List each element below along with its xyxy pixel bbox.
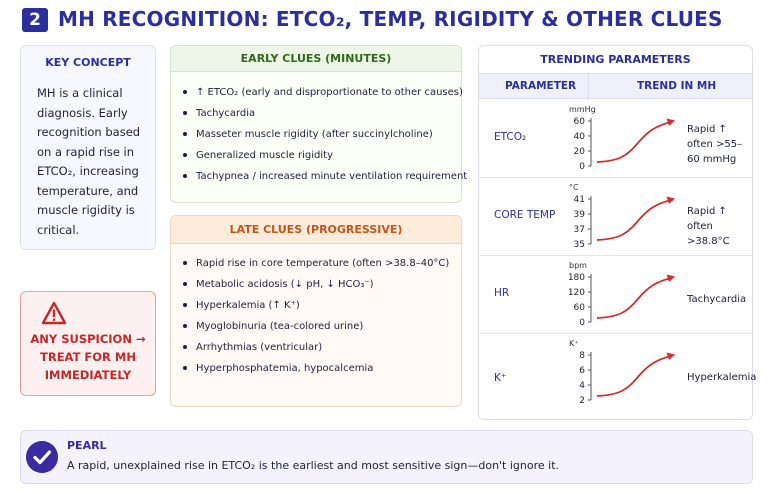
- trend-unit-label: K⁺: [569, 339, 578, 348]
- pearl-card: PEARL A rapid, unexplained rise in ETCO₂…: [20, 430, 753, 484]
- list-item: Metabolic acidosis (↓ pH, ↓ HCO₃⁻): [183, 274, 449, 295]
- pearl-title: PEARL: [67, 439, 107, 452]
- late-clues-card: LATE CLUES (PROGRESSIVE) Rapid rise in c…: [170, 215, 462, 407]
- column-header-trend: TREND IN MH: [637, 80, 717, 92]
- page-title: MH RECOGNITION: ETCO₂, TEMP, RIGIDITY & …: [58, 7, 723, 31]
- trend-unit-label: mmHg: [569, 105, 596, 114]
- trend-arrowhead: [666, 196, 675, 204]
- list-item: Hyperkalemia (↑ K⁺): [183, 295, 449, 316]
- trend-tick-label: 2: [579, 396, 585, 406]
- column-header-parameter: PARAMETER: [505, 80, 577, 92]
- trend-tick-label: 0: [579, 318, 585, 328]
- late-clues-list: Rapid rise in core temperature (often >3…: [183, 253, 449, 379]
- trend-tick-label: 4: [579, 381, 585, 391]
- trend-tick-label: 6: [579, 366, 585, 376]
- trend-tick-label: 40: [574, 132, 586, 142]
- trend-sparkline: °C 41 39 37 35: [569, 183, 675, 250]
- trend-row: HR bpm 180 120 60 0 Tachycardia: [479, 256, 752, 334]
- trend-arrowhead: [666, 118, 675, 126]
- trend-param-label: CORE TEMP: [494, 209, 556, 221]
- early-clues-card: EARLY CLUES (MINUTES) ↑ ETCO₂ (early and…: [170, 45, 467, 203]
- list-item: Masseter muscle rigidity (after succinyl…: [183, 124, 467, 145]
- trend-tick-label: 37: [574, 225, 585, 235]
- trend-row: CORE TEMP °C 41 39 37 35 Rapid ↑ often >38.8°C: [479, 178, 752, 256]
- trend-curve: [596, 121, 672, 163]
- check-circle-icon: [26, 441, 58, 473]
- trending-title: TRENDING PARAMETERS: [540, 53, 691, 66]
- trend-tick-label: 120: [568, 288, 585, 298]
- list-item: ↑ ETCO₂ (early and disproportionate to o…: [183, 82, 467, 103]
- trend-curve: [596, 199, 672, 241]
- key-concept-card: KEY CONCEPT MH is a clinical diagnosis. …: [20, 45, 156, 250]
- trend-tick-label: 180: [568, 273, 585, 283]
- pearl-text: A rapid, unexplained rise in ETCO₂ is th…: [67, 459, 560, 472]
- list-item: Generalized muscle rigidity: [183, 145, 467, 166]
- early-clues-title: EARLY CLUES (MINUTES): [171, 46, 461, 72]
- section-number-badge: 2: [22, 8, 48, 32]
- trend-tick-label: 8: [579, 351, 585, 361]
- trend-description: Hyperkalemia: [687, 372, 757, 383]
- trend-arrowhead: [666, 274, 675, 282]
- trend-unit-label: °C: [569, 183, 579, 192]
- trend-tick-label: 60: [574, 117, 586, 127]
- trend-tick-label: 0: [579, 162, 585, 172]
- trend-tick-label: 39: [574, 210, 586, 220]
- warning-triangle-icon: [41, 301, 67, 325]
- trend-sparkline: K⁺8 6 4 2: [569, 339, 675, 406]
- trend-description: Tachycardia: [687, 294, 747, 305]
- trend-curve: [596, 277, 672, 319]
- trend-row: ETCO₂ mmHg 60 40 20 0 Rapid ↑ often >55–60 mmH…: [479, 100, 752, 178]
- trend-sparkline: bpm 180 120 60 0: [568, 261, 675, 328]
- trending-header-row: PARAMETER TREND IN MH: [479, 73, 752, 100]
- alert-card: ANY SUSPICION → TREAT FOR MH IMMEDIATELY: [20, 291, 156, 396]
- alert-text: ANY SUSPICION → TREAT FOR MH IMMEDIATELY: [30, 332, 146, 382]
- trend-description: Rapid ↑ often >55–60 mmHg: [687, 124, 743, 165]
- list-item: Tachypnea / increased minute ventilation…: [183, 166, 467, 187]
- trend-row: K⁺ K⁺ 8 6 4 2 Hyperkalemia: [479, 334, 757, 412]
- trend-curve: [596, 355, 672, 397]
- trend-tick-label: 20: [574, 147, 586, 157]
- list-item: Rapid rise in core temperature (often >3…: [183, 253, 449, 274]
- trend-tick-label: 41: [574, 195, 585, 205]
- key-concept-title: KEY CONCEPT: [45, 56, 131, 69]
- early-clues-list: ↑ ETCO₂ (early and disproportionate to o…: [183, 82, 467, 187]
- trend-sparkline: mmHg 60 40 20 0: [569, 105, 675, 172]
- trend-param-label: HR: [494, 287, 510, 299]
- list-item: Hyperphosphatemia, hypocalcemia: [183, 358, 449, 379]
- list-item: Tachycardia: [183, 103, 467, 124]
- trend-unit-label: bpm: [569, 261, 587, 270]
- list-item: Myoglobinuria (tea-colored urine): [183, 316, 449, 337]
- header: 2 MH RECOGNITION: ETCO₂, TEMP, RIGIDITY …: [0, 0, 773, 38]
- list-item: Arrhythmias (ventricular): [183, 337, 449, 358]
- trend-arrowhead: [666, 352, 675, 360]
- trend-param-label: K⁺: [494, 372, 507, 384]
- trend-description: Rapid ↑ often >38.8°C: [687, 206, 730, 247]
- late-clues-title: LATE CLUES (PROGRESSIVE): [171, 216, 461, 244]
- key-concept-body: MH is a clinical diagnosis. Early recogn…: [37, 86, 141, 237]
- trend-tick-label: 35: [574, 240, 585, 250]
- trending-parameters-card: TRENDING PARAMETERS PARAMETER TREND IN M…: [478, 45, 757, 420]
- trend-param-label: ETCO₂: [494, 131, 527, 143]
- trend-tick-label: 60: [574, 303, 586, 313]
